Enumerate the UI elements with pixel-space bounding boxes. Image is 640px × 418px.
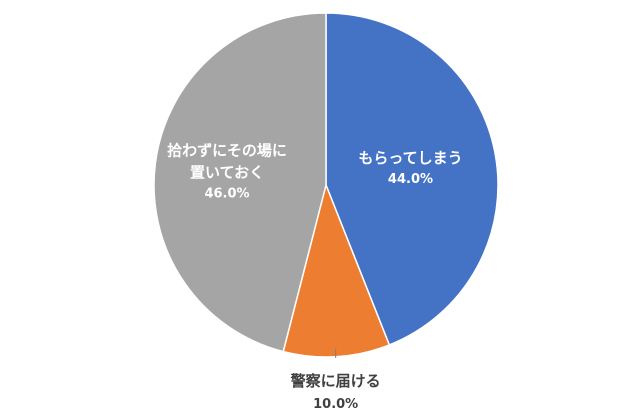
pie-slice-2 [282, 182, 391, 358]
slice-value-3: 46.0% [204, 186, 249, 201]
slice-value-2: 10.0% [313, 397, 358, 412]
slices-layer [153, 12, 499, 358]
pie-slice-3 [153, 12, 327, 353]
slice-value-1: 44.0% [388, 172, 433, 187]
pie-slice-1 [325, 12, 499, 346]
slice-label-1: もらってしまう [358, 149, 462, 167]
slice-label-3-line-1: 拾わずにその場に [167, 141, 287, 159]
slice-label-2: 警察に届ける [290, 372, 381, 390]
slice-label-3-line-2: 置いておく [190, 163, 264, 181]
